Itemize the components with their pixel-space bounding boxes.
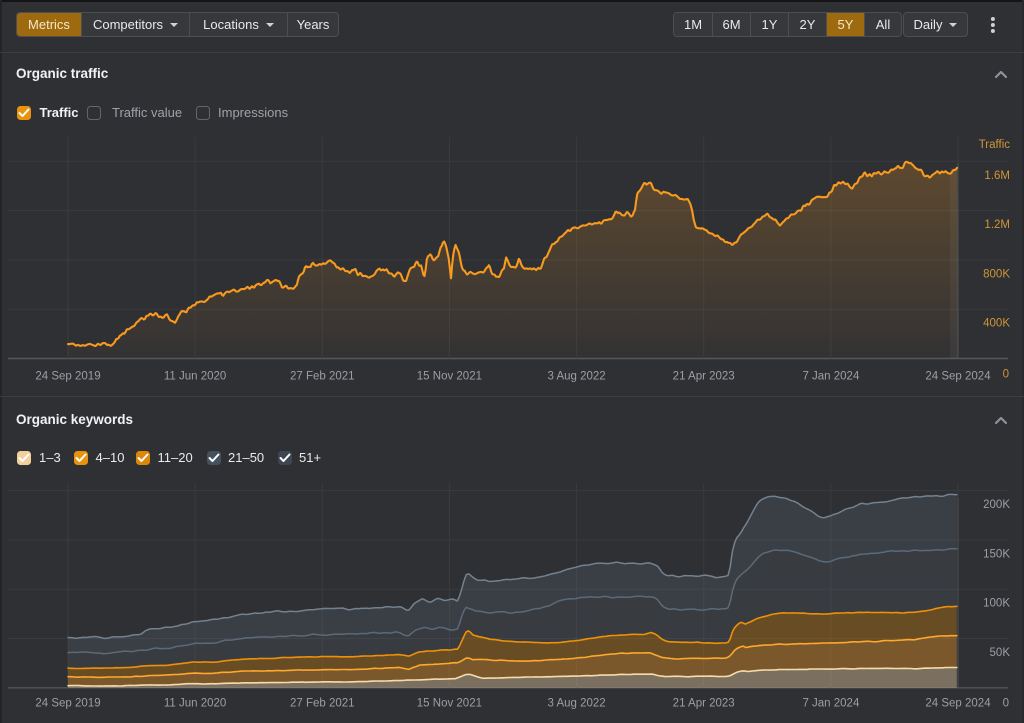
svg-text:1.6M: 1.6M bbox=[984, 170, 1010, 182]
svg-text:11 Jun 2020: 11 Jun 2020 bbox=[164, 698, 226, 710]
svg-text:24 Sep 2019: 24 Sep 2019 bbox=[35, 698, 100, 710]
svg-text:100K: 100K bbox=[983, 598, 1010, 610]
svg-text:27 Feb 2021: 27 Feb 2021 bbox=[290, 371, 355, 383]
svg-text:21 Apr 2023: 21 Apr 2023 bbox=[673, 698, 735, 710]
svg-text:11 Jun 2020: 11 Jun 2020 bbox=[164, 371, 226, 383]
svg-text:15 Nov 2021: 15 Nov 2021 bbox=[417, 371, 482, 383]
svg-text:24 Sep 2019: 24 Sep 2019 bbox=[35, 371, 100, 383]
svg-text:50K: 50K bbox=[990, 647, 1011, 659]
svg-text:1.2M: 1.2M bbox=[984, 219, 1010, 231]
svg-text:15 Nov 2021: 15 Nov 2021 bbox=[417, 698, 482, 710]
svg-text:27 Feb 2021: 27 Feb 2021 bbox=[290, 698, 355, 710]
svg-text:21 Apr 2023: 21 Apr 2023 bbox=[673, 371, 735, 383]
svg-text:7 Jan 2024: 7 Jan 2024 bbox=[802, 371, 860, 383]
svg-text:200K: 200K bbox=[983, 499, 1010, 511]
svg-text:0: 0 bbox=[1003, 369, 1009, 381]
svg-text:3 Aug 2022: 3 Aug 2022 bbox=[547, 371, 605, 383]
svg-text:800K: 800K bbox=[983, 268, 1010, 280]
svg-text:7 Jan 2024: 7 Jan 2024 bbox=[802, 698, 860, 710]
svg-text:24 Sep 2024: 24 Sep 2024 bbox=[925, 698, 991, 710]
svg-text:0: 0 bbox=[1003, 698, 1009, 710]
svg-text:24 Sep 2024: 24 Sep 2024 bbox=[925, 371, 991, 383]
svg-text:Traffic: Traffic bbox=[979, 139, 1011, 151]
svg-text:150K: 150K bbox=[983, 548, 1010, 560]
svg-text:400K: 400K bbox=[983, 318, 1010, 330]
svg-text:3 Aug 2022: 3 Aug 2022 bbox=[547, 698, 605, 710]
